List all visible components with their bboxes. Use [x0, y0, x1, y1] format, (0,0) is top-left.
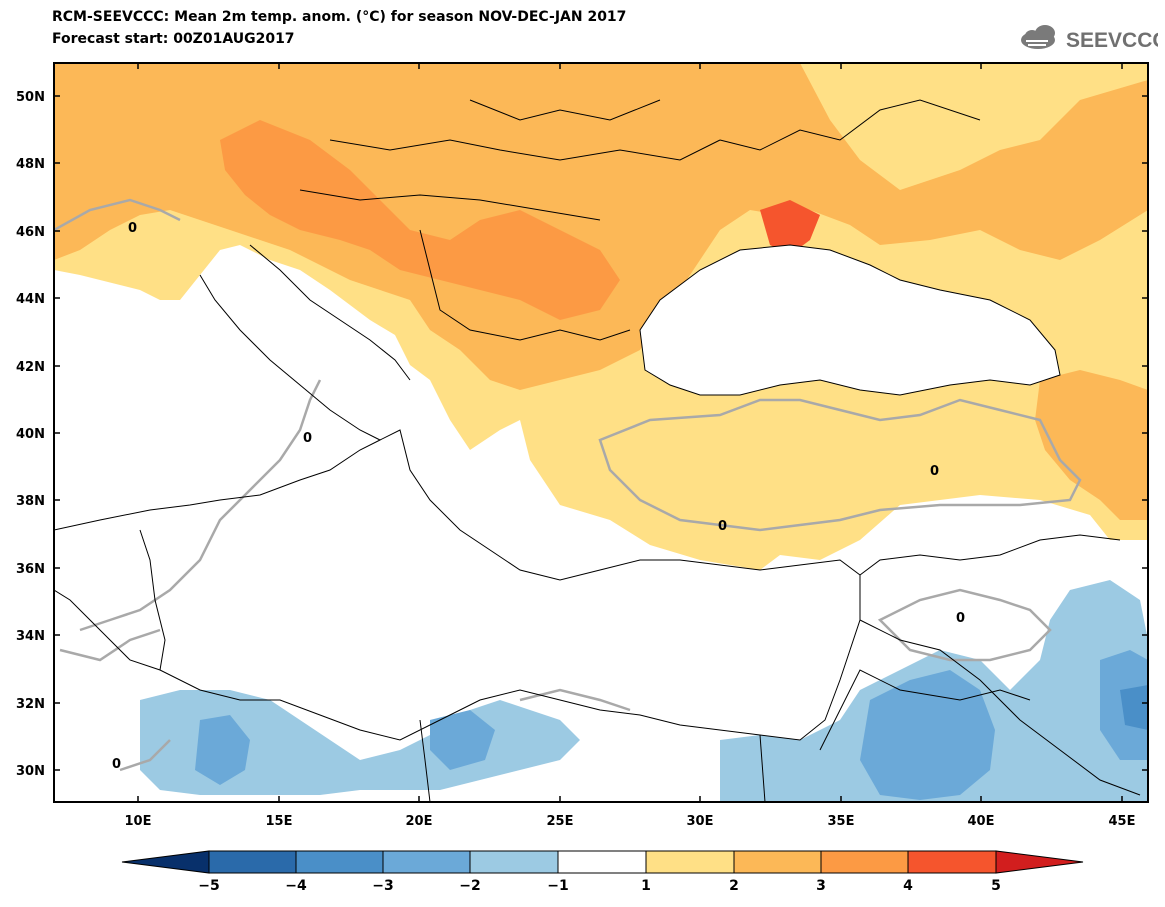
lat-label: 34N: [16, 629, 45, 644]
colorbar-label: −1: [547, 878, 568, 894]
lat-label: 30N: [16, 764, 45, 779]
lat-label: 32N: [16, 697, 45, 712]
colorbar-segment: [645, 850, 735, 874]
warm-anomaly-region-3: [220, 120, 620, 320]
coastlines-and-borders: [54, 99, 1141, 802]
warm-anomaly-region-6: [760, 200, 820, 255]
colorbar-segment: [557, 850, 647, 874]
contour-label: 0: [718, 519, 727, 534]
lon-label: 35E: [828, 814, 855, 829]
cool-anomaly-region-3: [860, 670, 995, 800]
colorbar-segment: [208, 850, 297, 874]
lon-label: 40E: [968, 814, 995, 829]
colorbar: −5 −4 −3 −2 −1 1 2 3 4 5: [121, 850, 1084, 894]
colorbar-label: 2: [729, 878, 739, 894]
lat-label: 48N: [16, 157, 45, 172]
contour-label: 0: [303, 431, 312, 446]
colorbar-label: 4: [903, 878, 913, 894]
colorbar-segment: [295, 850, 384, 874]
lon-label: 20E: [406, 814, 433, 829]
colorbar-segment: [907, 850, 997, 874]
warm-anomaly-region-2: [54, 63, 1148, 390]
colorbar-segment: [995, 850, 1084, 874]
lon-label: 30E: [687, 814, 714, 829]
longitude-axis: 10E 15E 20E 25E 30E 35E 40E 45E: [125, 63, 1136, 829]
contour-labels: 0 0 0 0 0 0: [112, 221, 965, 772]
contour-label: 0: [930, 464, 939, 479]
lat-label: 38N: [16, 494, 45, 509]
logo-text: SEEVCCC: [1066, 29, 1158, 52]
warm-anomaly-region-4: [1035, 370, 1148, 520]
colorbar-label: 5: [991, 878, 1001, 894]
warm-anomaly-region-5: [740, 430, 900, 505]
lat-label: 36N: [16, 562, 45, 577]
contour-label: 0: [956, 611, 965, 626]
lon-label: 15E: [266, 814, 293, 829]
lat-label: 50N: [16, 90, 45, 105]
forecast-start-label: Forecast start: 00Z01AUG2017: [52, 31, 295, 47]
contour-label: 0: [112, 757, 121, 772]
colorbar-label: −5: [198, 878, 219, 894]
colorbar-segment: [469, 850, 559, 874]
colorbar-segment: [121, 850, 210, 874]
contour-label: 0: [128, 221, 137, 236]
colorbar-segment: [733, 850, 822, 874]
lon-label: 25E: [547, 814, 574, 829]
cloud-icon: [1021, 25, 1055, 49]
colorbar-segment: [382, 850, 471, 874]
colorbar-label: −3: [372, 878, 393, 894]
lat-label: 40N: [16, 427, 45, 442]
seevccc-logo: SEEVCCC: [1021, 25, 1158, 52]
colorbar-label: 3: [816, 878, 826, 894]
map-title: RCM-SEEVCCC: Mean 2m temp. anom. (°C) fo…: [52, 9, 627, 25]
colorbar-label: 1: [641, 878, 651, 894]
lat-label: 44N: [16, 292, 45, 307]
lon-label: 45E: [1109, 814, 1136, 829]
colorbar-label: −4: [285, 878, 307, 894]
lon-label: 10E: [125, 814, 152, 829]
latitude-axis: 50N 48N 46N 44N 42N 40N 38N 36N 34N 32N …: [16, 90, 1148, 779]
lat-label: 46N: [16, 225, 45, 240]
cool-anomaly-region-6: [195, 710, 495, 785]
lat-label: 42N: [16, 360, 45, 375]
mediterranean-sea: [54, 430, 860, 740]
black-sea: [640, 245, 1060, 395]
colorbar-segment: [820, 850, 909, 874]
cool-anomaly-region-5: [1120, 685, 1148, 730]
colorbar-label: −2: [459, 878, 480, 894]
map-field: [54, 63, 1148, 802]
